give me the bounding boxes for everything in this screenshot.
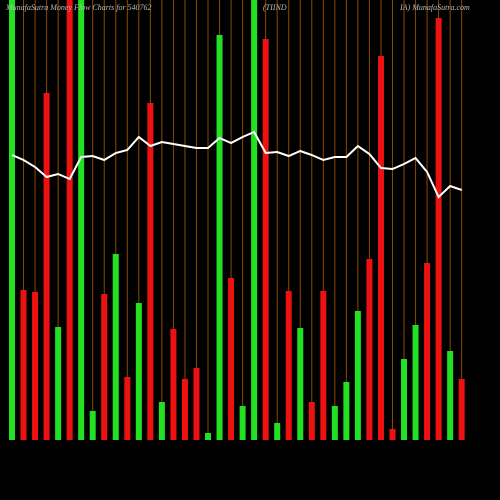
bar (331, 406, 338, 440)
bar (343, 382, 350, 440)
bar (205, 433, 212, 440)
money-flow-line (11, 130, 463, 199)
bar (147, 103, 154, 440)
bar (55, 327, 62, 440)
bar (274, 423, 281, 440)
chart-title: MunafaSutra Money Flow Charts for 540762 (5, 3, 152, 12)
bar (424, 263, 431, 440)
bar (285, 291, 292, 440)
bar (320, 291, 327, 440)
bar (458, 379, 465, 440)
bar (239, 406, 246, 440)
bar (447, 351, 454, 440)
bar (435, 18, 442, 440)
bar (112, 254, 119, 440)
bar (181, 379, 188, 440)
bar (262, 39, 269, 440)
bar (124, 377, 131, 440)
bar (354, 311, 361, 440)
bar (401, 359, 408, 440)
bar (251, 0, 258, 440)
bar (170, 329, 177, 440)
bar (308, 402, 315, 440)
bar (20, 290, 27, 440)
bar (412, 325, 419, 440)
bar (389, 429, 396, 440)
chart-title: IA) MunafaSutra.com (399, 3, 470, 12)
bar (32, 292, 39, 440)
bar (66, 0, 73, 440)
bar (78, 0, 85, 440)
bar (9, 0, 15, 440)
bar (216, 35, 223, 440)
bar (158, 402, 165, 440)
bar (377, 56, 384, 440)
bar (89, 411, 96, 440)
bar (135, 303, 142, 440)
bar (297, 328, 304, 440)
plot (9, 0, 465, 440)
bar (43, 93, 50, 440)
chart-title: (TIIND (263, 3, 287, 12)
bar (193, 368, 200, 440)
bar (366, 259, 373, 440)
bar (101, 294, 108, 440)
bar (228, 278, 235, 440)
